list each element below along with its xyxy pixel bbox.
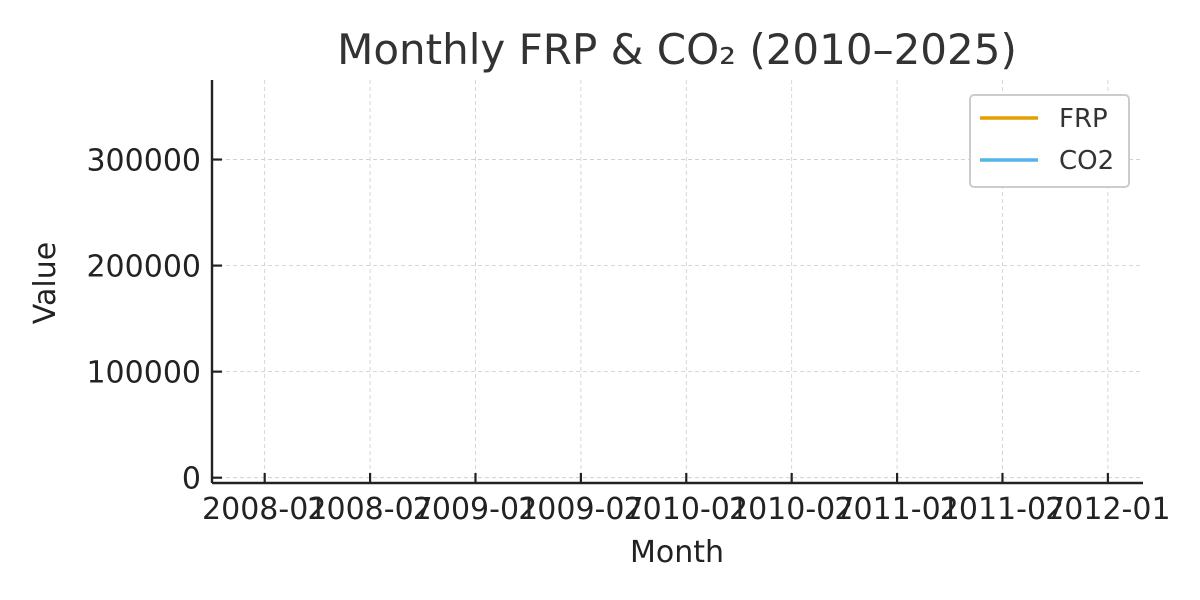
x-axis-label: Month (630, 535, 724, 570)
x-tick-label: 2009-07 (518, 492, 643, 527)
x-tick-label: 2009-01 (413, 492, 538, 527)
chart-title: Monthly FRP & CO₂ (2010–2025) (337, 25, 1017, 74)
x-tick-label: 2011-07 (940, 492, 1065, 527)
y-tick-label: 0 (182, 462, 201, 497)
x-tick-label: 2008-07 (307, 492, 432, 527)
x-tick-label: 2010-07 (729, 492, 854, 527)
legend-label-frp: FRP (1059, 104, 1108, 134)
y-tick-label: 200000 (86, 250, 201, 285)
x-tick-label: 2010-01 (624, 492, 749, 527)
legend: FRP CO2 (969, 94, 1130, 188)
y-tick-label: 100000 (86, 356, 201, 391)
x-tick-label: 2011-01 (834, 492, 959, 527)
grid (212, 80, 1143, 483)
x-ticks: 2008-012008-072009-012009-072010-012010-… (202, 473, 1171, 527)
y-ticks: 0 100000 200000 300000 (86, 144, 222, 497)
x-tick-label: 2008-01 (202, 492, 327, 527)
legend-label-co2: CO2 (1059, 146, 1114, 176)
x-tick-label: 2012-01 (1045, 492, 1170, 527)
y-tick-label: 300000 (86, 144, 201, 179)
y-axis-label: Value (28, 242, 63, 324)
